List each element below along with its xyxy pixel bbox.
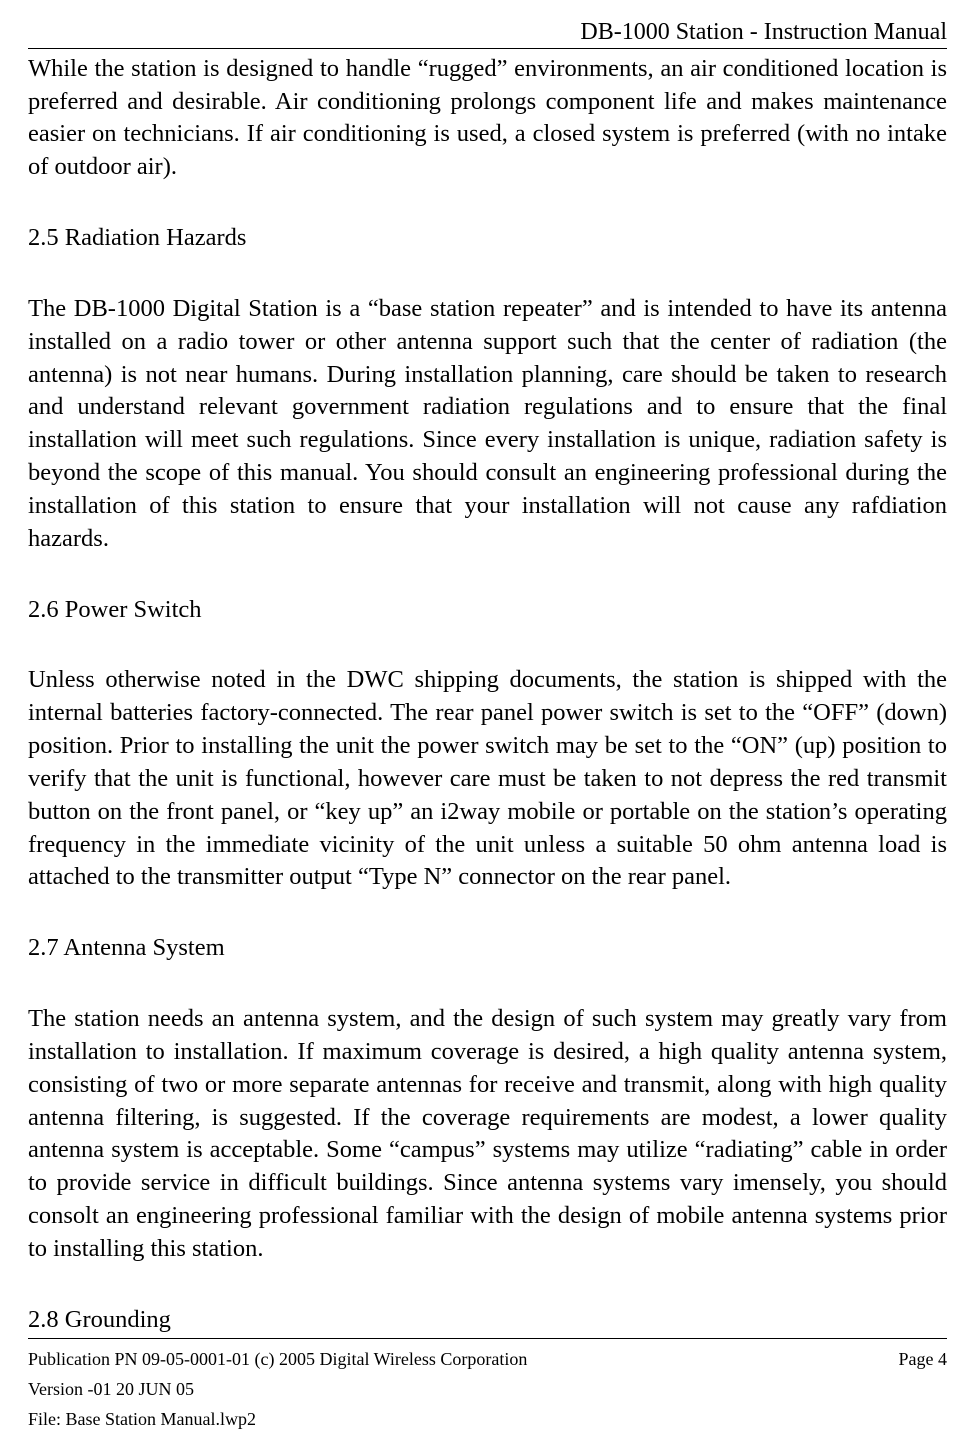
section-2-7-heading: 2.7 Antenna System	[28, 932, 947, 965]
section-2-7-paragraph: The station needs an antenna system, and…	[28, 1003, 947, 1266]
footer-file: File: Base Station Manual.lwp2	[28, 1405, 947, 1435]
section-2-5-heading: 2.5 Radiation Hazards	[28, 222, 947, 255]
footer-rule	[28, 1338, 947, 1339]
section-2-8-heading: 2.8 Grounding	[28, 1304, 947, 1337]
section-2-6-heading: 2.6 Power Switch	[28, 594, 947, 627]
footer-publication: Publication PN 09-05-0001-01 (c) 2005 Di…	[28, 1345, 527, 1375]
section-2-6-paragraph: Unless otherwise noted in the DWC shippi…	[28, 664, 947, 894]
header-rule	[28, 48, 947, 49]
footer-page-number: Page 4	[899, 1345, 948, 1375]
page-header: DB-1000 Station - Instruction Manual	[28, 18, 947, 47]
footer-version: Version -01 20 JUN 05	[28, 1375, 947, 1405]
section-2-5-paragraph: The DB-1000 Digital Station is a “base s…	[28, 293, 947, 556]
intro-paragraph: While the station is designed to handle …	[28, 53, 947, 184]
page-footer: Publication PN 09-05-0001-01 (c) 2005 Di…	[28, 1345, 947, 1434]
